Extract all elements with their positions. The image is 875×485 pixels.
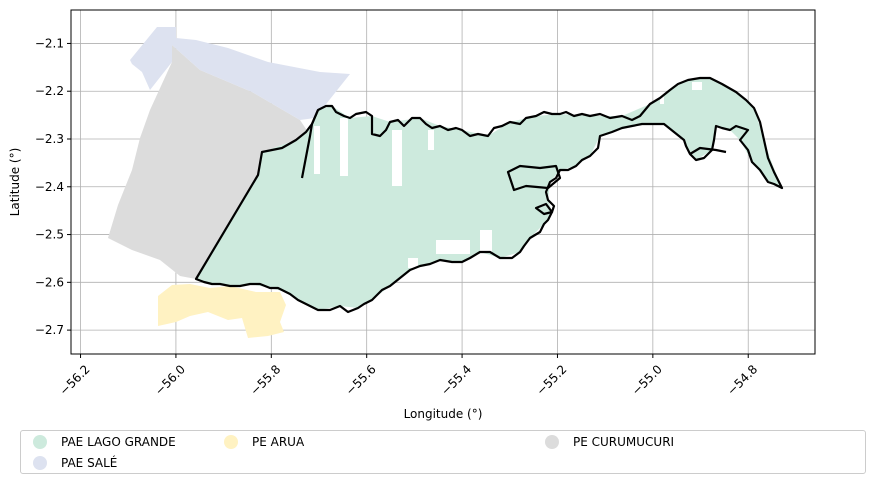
x-axis-title: Longitude (°)	[404, 407, 483, 421]
x-tick-label: −55.4	[438, 362, 474, 398]
y-axis: −2.1 −2.2 −2.3 −2.4 −2.5 −2.6 −2.7	[35, 36, 71, 337]
legend-marker-icon	[224, 435, 238, 449]
x-tick-label: −56.0	[152, 362, 188, 398]
legend-item-pe-arua: PE ARUA	[224, 435, 304, 449]
x-tick-label: −54.8	[724, 362, 760, 398]
pae-lago-grande-outline	[194, 76, 784, 314]
legend-label: PAE LAGO GRANDE	[61, 435, 176, 449]
x-tick-label: −55.0	[629, 362, 665, 398]
lago-grande-inner-outlines	[300, 109, 727, 216]
y-tick-label: −2.7	[35, 323, 64, 337]
legend-item-pae-sale: PAE SALÉ	[33, 456, 117, 470]
legend-marker-icon	[545, 435, 559, 449]
legend-label: PE CURUMUCURI	[573, 435, 675, 449]
pae-sale-polygon	[130, 27, 350, 120]
x-axis: −56.2 −56.0 −55.8 −55.6 −55.4 −55.2 −55.0 −54.8	[57, 354, 760, 398]
y-tick-label: −2.1	[35, 36, 64, 50]
pe-arua-polygon	[158, 284, 286, 338]
legend-label: PAE SALÉ	[61, 456, 118, 470]
legend-marker-icon	[33, 456, 47, 470]
pe-curumucuri-polygon	[108, 45, 310, 279]
legend-label: PE ARUA	[252, 435, 305, 449]
legend-item-pae-lago-grande: PAE LAGO GRANDE	[33, 435, 176, 449]
legend-item-pe-curumucuri: PE CURUMUCURI	[545, 435, 674, 449]
x-tick-label: −56.2	[57, 362, 93, 398]
x-tick-label: −55.8	[247, 362, 283, 398]
legend-marker-icon	[33, 435, 47, 449]
x-tick-label: −55.6	[343, 362, 379, 398]
y-tick-label: −2.6	[35, 275, 64, 289]
y-tick-label: −2.4	[35, 180, 64, 194]
lago-grande-gaps	[314, 82, 702, 268]
x-tick-label: −55.2	[534, 362, 570, 398]
y-tick-label: −2.2	[35, 84, 64, 98]
y-tick-label: −2.5	[35, 228, 64, 242]
y-tick-label: −2.3	[35, 132, 64, 146]
y-axis-title: Latitude (°)	[8, 148, 22, 217]
legend: PAE LAGO GRANDE PAE SALÉ PE ARUA PE CURU…	[20, 430, 866, 474]
plot-frame	[70, 9, 816, 355]
